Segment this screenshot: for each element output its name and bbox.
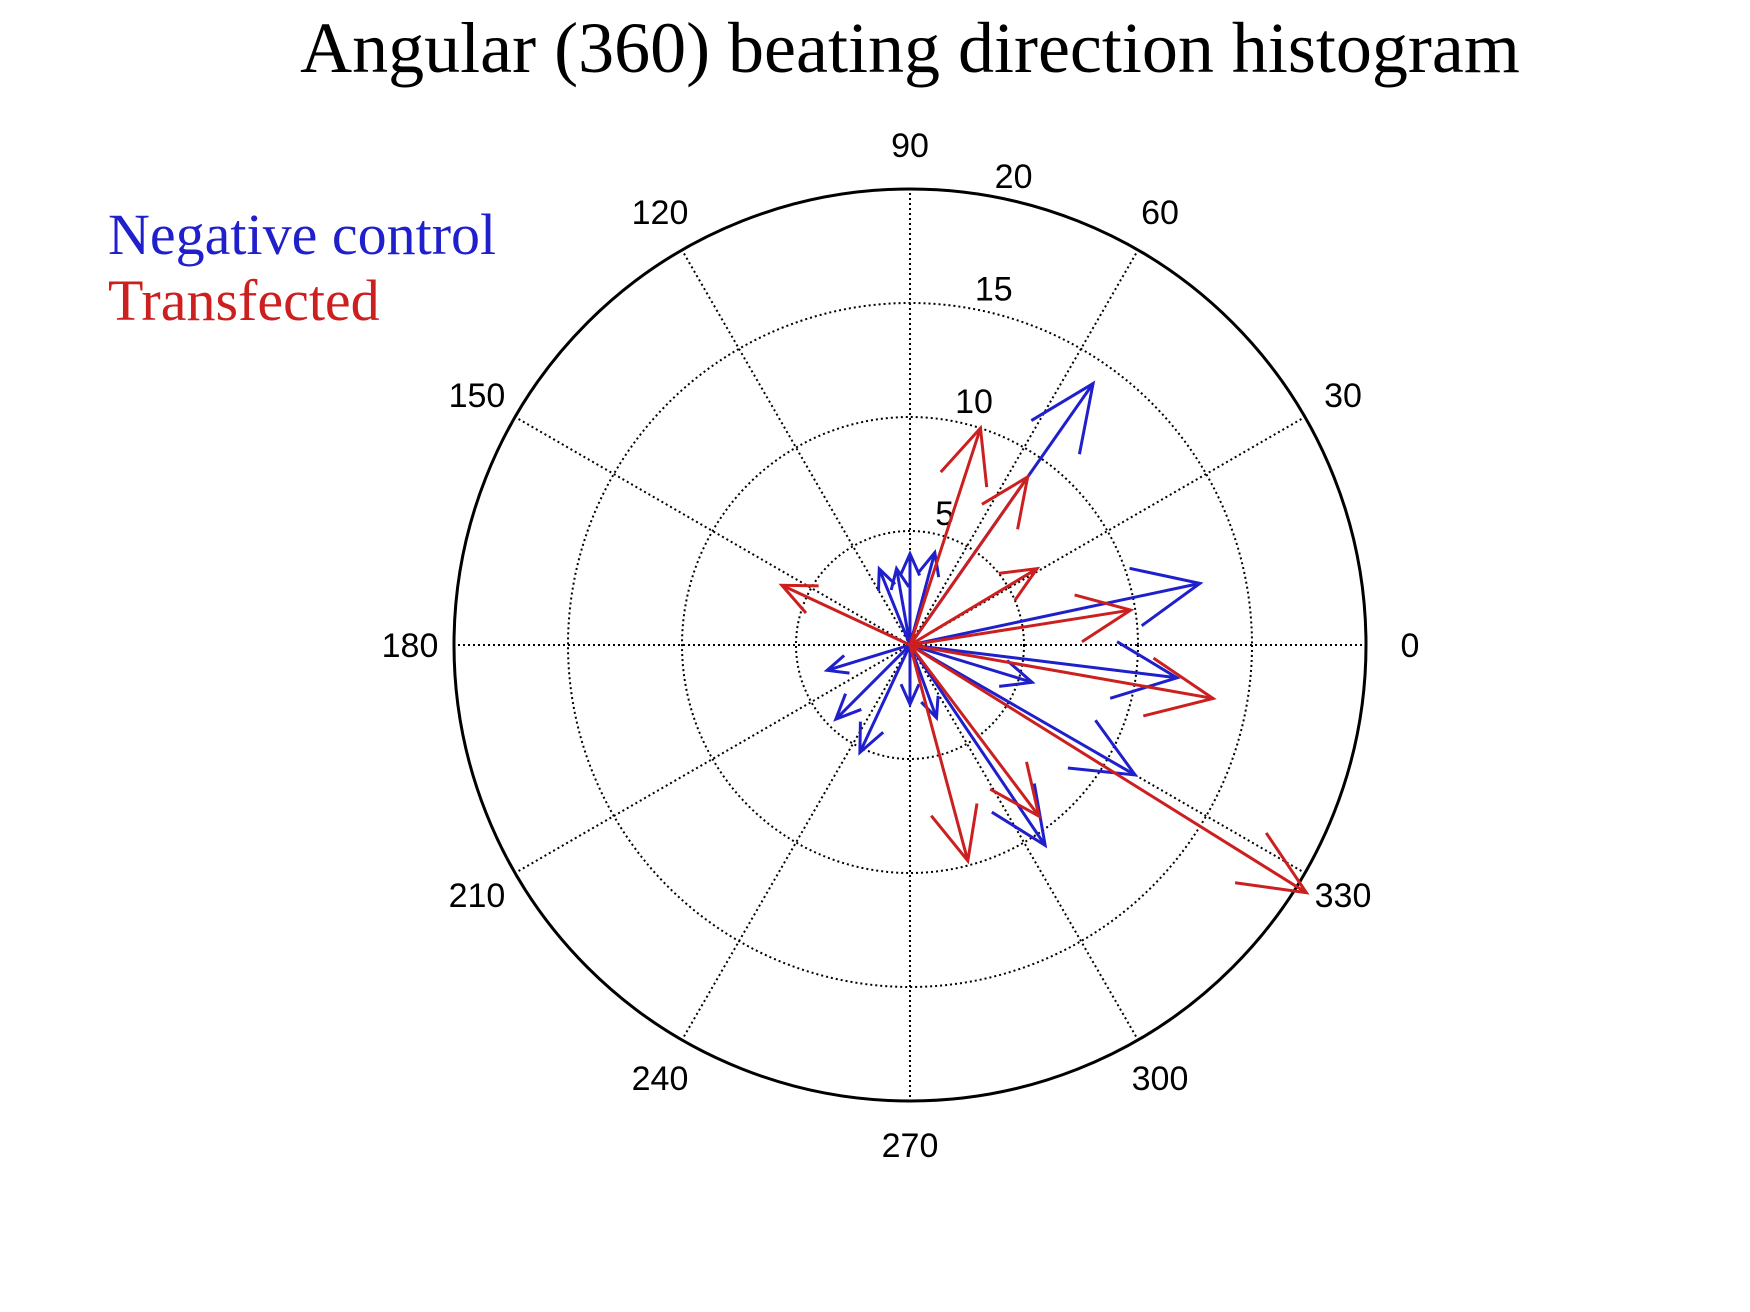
arrow-head <box>1142 656 1217 718</box>
arrow <box>909 643 1217 718</box>
arrow <box>909 640 1181 700</box>
arrow-head <box>989 761 1042 820</box>
arrow <box>909 566 1041 647</box>
arrow-head <box>858 721 885 756</box>
arrow-head <box>898 550 922 577</box>
ring-15 <box>567 302 1253 988</box>
spoke-300 <box>909 644 1139 1041</box>
arrow-shaft <box>908 427 982 646</box>
angle-tick-label: 90 <box>891 127 929 165</box>
arrow <box>778 583 911 647</box>
legend-transfected: Transfected <box>108 268 380 333</box>
angle-tick-label: 30 <box>1324 377 1362 415</box>
angle-tick-label: 240 <box>632 1060 689 1098</box>
arrow-head <box>998 566 1041 602</box>
arrow <box>833 643 912 722</box>
arrow <box>909 593 1135 647</box>
ring-10 <box>681 416 1139 874</box>
angle-tick-label: 300 <box>1132 1060 1189 1098</box>
outer-ring <box>452 187 1368 1103</box>
arrow-shaft <box>909 643 1033 684</box>
arrow-head <box>939 424 989 488</box>
ring-5 <box>795 530 1025 760</box>
arrow-head <box>876 565 897 591</box>
angle-tick-label: 150 <box>449 377 506 415</box>
arrow-shaft <box>909 643 1178 680</box>
arrow-shaft <box>781 583 911 647</box>
arrow <box>909 566 1204 647</box>
arrow-shaft <box>908 476 1029 646</box>
arrow-head <box>1234 832 1310 895</box>
angle-tick-label: 180 <box>382 627 439 665</box>
arrow <box>909 643 1036 688</box>
angle-tick-label: 0 <box>1401 627 1420 665</box>
arrow <box>908 424 989 646</box>
arrow-shaft <box>877 568 912 646</box>
arrow <box>908 473 1030 646</box>
arrow <box>823 643 911 675</box>
arrow-shaft <box>909 608 1131 647</box>
arrow <box>858 644 912 756</box>
arrow-shaft <box>908 644 1041 818</box>
arrow-shaft <box>909 643 1214 700</box>
arrow <box>876 565 912 646</box>
radial-tick-label: 15 <box>975 270 1013 308</box>
arrow-head <box>823 654 850 675</box>
arrow-head <box>1109 640 1181 700</box>
arrow <box>898 550 922 645</box>
arrow-head <box>1030 380 1096 455</box>
chart-title: Angular (360) beating direction histogra… <box>300 8 1520 88</box>
spoke-120 <box>681 249 911 646</box>
arrow-head <box>899 683 921 708</box>
angle-tick-label: 330 <box>1315 877 1372 915</box>
arrow-shaft <box>908 644 970 862</box>
arrow-head <box>930 803 979 865</box>
spoke-240 <box>681 644 911 1041</box>
arrow-head <box>778 583 819 615</box>
arrow-shaft <box>908 644 1047 847</box>
spoke-60 <box>909 249 1139 646</box>
arrow-shaft <box>826 643 911 672</box>
legend-negative-control: Negative control <box>108 202 496 267</box>
arrow-head <box>1129 566 1204 627</box>
angle-tick-label: 270 <box>882 1127 939 1165</box>
arrow-shaft <box>909 567 1038 647</box>
arrow-shaft <box>909 643 1308 894</box>
arrow-head <box>981 473 1030 530</box>
arrow-head <box>998 659 1036 688</box>
arrow-head <box>1067 719 1139 777</box>
arrow-head <box>1074 593 1135 643</box>
arrow-shaft <box>895 568 912 646</box>
arrow-shaft <box>909 643 1136 777</box>
arrow <box>909 643 1139 777</box>
arrow-shaft <box>858 644 912 754</box>
arrow-shaft <box>834 643 912 721</box>
radial-tick-label: 10 <box>955 383 993 421</box>
radial-tick-label: 20 <box>995 158 1033 196</box>
arrow <box>899 645 921 708</box>
angle-tick-label: 120 <box>632 194 689 232</box>
arrow-head <box>917 548 941 578</box>
arrow <box>908 644 1048 849</box>
arrow-shaft <box>909 581 1201 647</box>
spoke-150 <box>514 416 911 646</box>
vector-series <box>778 380 1310 895</box>
spoke-210 <box>514 644 911 874</box>
arrow-head <box>991 783 1048 849</box>
series-negative-control <box>823 380 1204 849</box>
arrow <box>908 644 979 865</box>
angle-tick-label: 60 <box>1141 194 1179 232</box>
arrow <box>909 643 1310 895</box>
series-transfected <box>778 424 1310 895</box>
arrow-head <box>833 693 862 722</box>
arrow <box>908 644 1042 820</box>
angle-tick-label: 210 <box>449 877 506 915</box>
